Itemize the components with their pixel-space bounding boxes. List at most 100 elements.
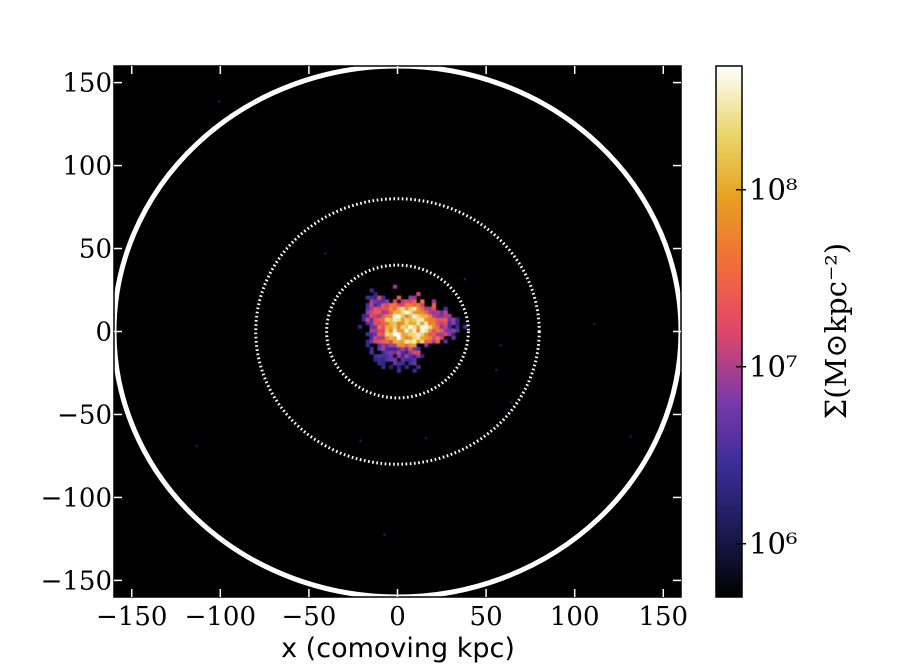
heatmap-cell xyxy=(431,335,437,340)
heatmap-cell xyxy=(392,324,398,329)
heatmap-cell xyxy=(392,299,398,304)
colorbar-frame xyxy=(715,65,743,598)
heatmap-cell xyxy=(424,317,429,322)
x-tick-label: −50 xyxy=(281,602,336,632)
heatmap-cell xyxy=(420,317,425,322)
x-tick-label: 100 xyxy=(550,602,600,632)
heatmap-speck xyxy=(324,252,327,255)
heatmap-cell xyxy=(412,350,417,355)
heatmap-cell xyxy=(404,317,409,322)
heatmap-cell xyxy=(404,339,409,344)
heatmap-cell xyxy=(400,317,405,322)
heatmap-cell xyxy=(373,321,378,326)
heatmap-cell xyxy=(373,317,378,322)
dotted-circle-40 xyxy=(325,263,470,400)
heatmap-cell xyxy=(447,321,452,326)
heatmap-cell xyxy=(373,306,378,311)
heatmap-cell xyxy=(377,361,382,366)
heatmap-cell xyxy=(385,328,390,333)
heatmap-cell xyxy=(424,328,429,333)
heatmap-cell xyxy=(396,302,402,308)
heatmap-cell xyxy=(381,335,386,340)
heatmap-cell xyxy=(381,328,386,333)
heatmap-cell xyxy=(392,310,398,315)
heatmap-cell xyxy=(385,317,390,322)
heatmap-cell xyxy=(389,313,394,318)
dotted-circle-80 xyxy=(254,197,541,466)
heatmap-cell xyxy=(377,346,382,351)
heatmap-cell xyxy=(420,310,425,315)
heatmap-cell xyxy=(396,343,402,348)
heatmap-cell xyxy=(435,321,441,326)
heatmap-cell xyxy=(412,324,417,329)
heatmap-cell xyxy=(381,354,386,359)
heatmap-cell xyxy=(381,295,386,300)
y-tick-label: −100 xyxy=(41,483,112,513)
heatmap-cell xyxy=(420,302,425,308)
heatmap-cell xyxy=(389,346,394,351)
heatmap-cell xyxy=(361,313,367,318)
heatmap-speck xyxy=(359,439,362,442)
heatmap-cell xyxy=(420,354,425,359)
heatmap-cell xyxy=(420,313,425,318)
heatmap-cell xyxy=(377,317,382,322)
heatmap-cell xyxy=(435,313,441,318)
heatmap-cell xyxy=(400,350,405,355)
heatmap-cell xyxy=(408,332,413,337)
heatmap-cell xyxy=(404,346,409,351)
heatmap-cell xyxy=(396,324,402,329)
heatmap-cell xyxy=(427,332,433,337)
heatmap-cell xyxy=(381,310,386,315)
heatmap-cell xyxy=(408,350,413,355)
heatmap-cell xyxy=(447,317,452,322)
heatmap-cell xyxy=(416,306,421,311)
heatmap-cell xyxy=(381,321,386,326)
heatmap-cell xyxy=(404,365,409,370)
heatmap-cell xyxy=(389,306,394,311)
heatmap-speck xyxy=(495,369,498,372)
heatmap-cell xyxy=(400,339,405,344)
heatmap-cell xyxy=(373,299,378,304)
heatmap-cell xyxy=(408,306,413,311)
x-tick-label: 150 xyxy=(638,602,688,632)
heatmap-cell xyxy=(400,343,405,348)
heatmap-cell xyxy=(392,317,398,322)
heatmap-cell xyxy=(451,328,456,333)
heatmap-cell xyxy=(381,317,386,322)
heatmap-cell xyxy=(385,302,390,308)
heatmap-cell xyxy=(447,324,452,329)
heatmap-cell xyxy=(377,357,382,362)
heatmap-cell xyxy=(400,346,405,351)
heatmap-cell xyxy=(427,310,433,315)
heatmap-cell xyxy=(408,339,413,344)
heatmap-cell xyxy=(400,306,405,311)
heatmap-cell xyxy=(420,321,425,326)
heatmap-cell xyxy=(420,328,425,333)
heatmap-cell xyxy=(404,335,409,340)
heatmap-cell xyxy=(463,324,468,329)
heatmap-cell xyxy=(385,324,390,329)
heatmap-cell xyxy=(369,306,374,311)
heatmap-cell xyxy=(404,343,409,348)
heatmap-cell xyxy=(431,310,437,315)
heatmap-cell xyxy=(400,313,405,318)
heatmap-cell xyxy=(392,343,398,348)
heatmap-cell xyxy=(369,299,374,304)
heatmap-cell xyxy=(416,339,421,344)
y-tick-label: 50 xyxy=(79,235,112,265)
heatmap-cell xyxy=(373,302,378,308)
radius-circles xyxy=(114,66,681,597)
heatmap-cell xyxy=(392,302,398,308)
heatmap-cell xyxy=(431,332,437,337)
heatmap-cell xyxy=(392,321,398,326)
heatmap-cell xyxy=(412,306,417,311)
heatmap-cell xyxy=(412,335,417,340)
heatmap-cell xyxy=(404,357,409,362)
heatmap-cell xyxy=(439,313,444,318)
heatmap-cell xyxy=(389,317,394,322)
heatmap-cell xyxy=(400,332,405,337)
heatmap-speck xyxy=(499,344,502,347)
heatmap-cell xyxy=(385,310,390,315)
heatmap-cell xyxy=(389,321,394,326)
y-tick-label: 150 xyxy=(62,69,112,99)
